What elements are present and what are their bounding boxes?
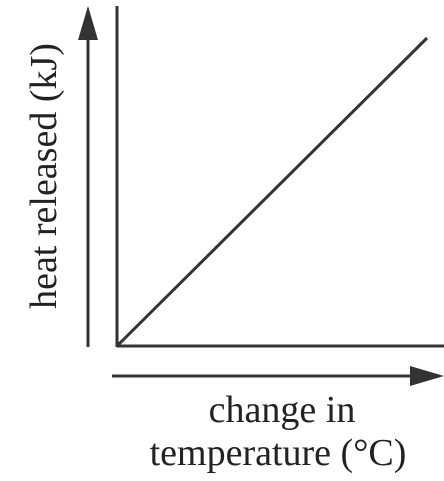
y-axis-arrowhead (78, 6, 98, 40)
x-axis-label-line-1: change in (209, 389, 356, 431)
x-axis-label-line-2: temperature (°C) (150, 432, 407, 474)
series-line-0 (115, 36, 429, 348)
series-group (115, 36, 429, 348)
y-axis-label: heat released (kJ) (23, 43, 65, 309)
x-axis-arrowhead (410, 366, 444, 386)
